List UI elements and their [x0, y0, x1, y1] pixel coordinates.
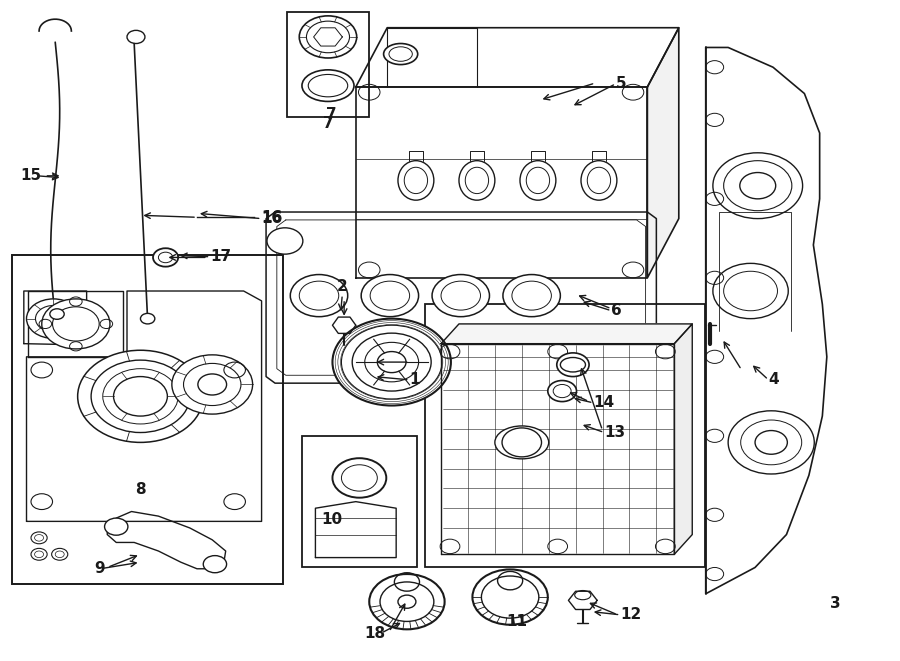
- Ellipse shape: [520, 161, 556, 200]
- Polygon shape: [647, 28, 679, 278]
- Circle shape: [432, 274, 490, 317]
- Circle shape: [728, 410, 814, 474]
- Text: 1: 1: [410, 372, 420, 387]
- Text: 16: 16: [262, 211, 283, 226]
- Text: 16: 16: [262, 210, 283, 225]
- Bar: [425, 304, 705, 567]
- Text: 14: 14: [594, 395, 615, 410]
- Ellipse shape: [495, 426, 549, 459]
- Polygon shape: [441, 344, 674, 555]
- Circle shape: [140, 313, 155, 324]
- Circle shape: [503, 274, 561, 317]
- Circle shape: [31, 532, 47, 544]
- Circle shape: [332, 319, 451, 406]
- Circle shape: [50, 309, 64, 319]
- Text: 7: 7: [323, 116, 333, 131]
- Polygon shape: [674, 324, 692, 555]
- Polygon shape: [28, 291, 122, 357]
- Circle shape: [172, 355, 253, 414]
- Circle shape: [104, 518, 128, 535]
- Text: 18: 18: [364, 626, 385, 641]
- Circle shape: [153, 249, 178, 266]
- Polygon shape: [266, 212, 656, 383]
- Circle shape: [361, 274, 419, 317]
- Circle shape: [557, 353, 590, 377]
- Text: 7: 7: [327, 106, 337, 122]
- Circle shape: [127, 30, 145, 44]
- Text: 4: 4: [769, 372, 779, 387]
- Text: 13: 13: [604, 425, 626, 440]
- Bar: [302, 436, 417, 567]
- Text: 8: 8: [135, 482, 146, 497]
- Ellipse shape: [398, 161, 434, 200]
- Text: 2: 2: [337, 280, 347, 294]
- Bar: [287, 12, 369, 117]
- Circle shape: [291, 274, 347, 317]
- Polygon shape: [441, 324, 692, 344]
- Circle shape: [332, 458, 386, 498]
- Polygon shape: [706, 48, 827, 594]
- Polygon shape: [356, 28, 679, 87]
- Polygon shape: [315, 502, 396, 558]
- Bar: [13, 254, 284, 584]
- Text: 10: 10: [321, 512, 342, 527]
- Circle shape: [51, 549, 68, 561]
- Circle shape: [26, 299, 80, 338]
- Circle shape: [713, 263, 788, 319]
- Ellipse shape: [302, 70, 354, 101]
- Circle shape: [548, 381, 577, 402]
- Circle shape: [369, 574, 445, 629]
- Polygon shape: [26, 291, 262, 522]
- Text: 9: 9: [94, 561, 104, 576]
- Circle shape: [203, 556, 227, 572]
- Circle shape: [31, 549, 47, 561]
- Text: 15: 15: [21, 169, 41, 183]
- Text: 11: 11: [507, 613, 527, 629]
- Text: 6: 6: [611, 303, 622, 318]
- Polygon shape: [356, 87, 647, 278]
- Text: 3: 3: [831, 596, 842, 611]
- Text: 12: 12: [620, 607, 642, 623]
- Circle shape: [267, 228, 303, 254]
- Ellipse shape: [383, 44, 418, 65]
- Polygon shape: [107, 512, 226, 568]
- Circle shape: [472, 569, 548, 625]
- Circle shape: [77, 350, 203, 442]
- Ellipse shape: [459, 161, 495, 200]
- Text: 17: 17: [211, 249, 231, 264]
- Circle shape: [713, 153, 803, 219]
- Polygon shape: [23, 291, 100, 345]
- Text: 5: 5: [616, 76, 626, 91]
- Ellipse shape: [581, 161, 616, 200]
- Circle shape: [41, 299, 110, 349]
